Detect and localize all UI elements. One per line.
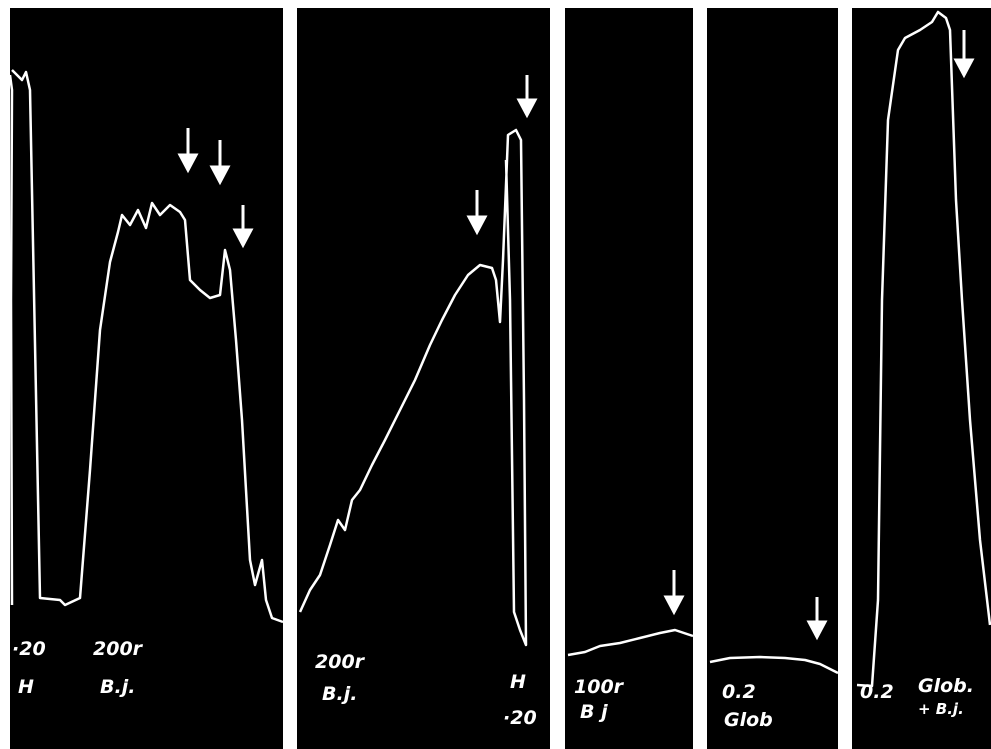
- label: 200r: [315, 651, 366, 673]
- label: Glob.: [918, 675, 974, 697]
- label: + B.j.: [918, 700, 964, 718]
- panel: [852, 8, 991, 749]
- panel: [707, 8, 838, 749]
- panel: [565, 8, 693, 749]
- label: ·20: [503, 707, 537, 729]
- label: 200r: [93, 638, 144, 660]
- label: B j: [580, 701, 608, 723]
- label: 100r: [574, 676, 625, 698]
- label: H: [510, 671, 526, 693]
- label: Glob: [724, 709, 773, 731]
- label: ·20: [12, 638, 46, 660]
- label: B.j.: [100, 676, 135, 698]
- label: B.j.: [322, 683, 357, 705]
- label: H: [18, 676, 34, 698]
- label: 0.2: [860, 681, 894, 703]
- figure: ·20 H 200r B.j. 200r B.j. H ·20 100r B j…: [0, 0, 991, 749]
- panel: [10, 8, 283, 749]
- label: 0.2: [722, 681, 756, 703]
